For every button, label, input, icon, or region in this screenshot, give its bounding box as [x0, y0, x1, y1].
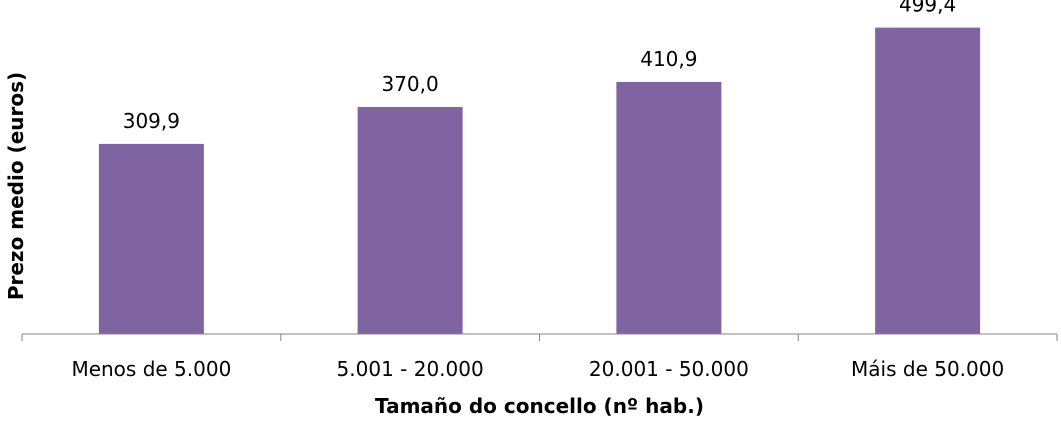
bars-group — [98, 27, 981, 335]
bar-2 — [357, 107, 463, 335]
x-axis-tick-labels: Menos de 5.000 5.001 - 20.000 20.001 - 50.… — [71, 357, 1004, 381]
bar-1 — [98, 143, 204, 334]
bar-4 — [875, 27, 981, 335]
x-tick-label-2: 5.001 - 20.000 — [337, 357, 484, 381]
bar-3 — [616, 81, 722, 335]
x-tick-label-1: Menos de 5.000 — [71, 357, 231, 381]
bar-labels-group: 309,9 370,0 410,9 499,4 — [123, 0, 957, 133]
bar-value-label-2: 370,0 — [381, 72, 438, 96]
x-axis-ticks — [21, 334, 1058, 341]
bar-value-label-3: 410,9 — [640, 47, 697, 71]
bar-value-label-1: 309,9 — [123, 109, 180, 133]
x-axis-title: Tamaño do concello (nº hab.) — [375, 394, 704, 418]
x-tick-label-4: Máis de 50.000 — [851, 357, 1004, 381]
bar-value-label-4: 499,4 — [899, 0, 956, 17]
y-axis-title: Prezo medio (euros) — [4, 72, 28, 300]
x-tick-label-3: 20.001 - 50.000 — [589, 357, 749, 381]
